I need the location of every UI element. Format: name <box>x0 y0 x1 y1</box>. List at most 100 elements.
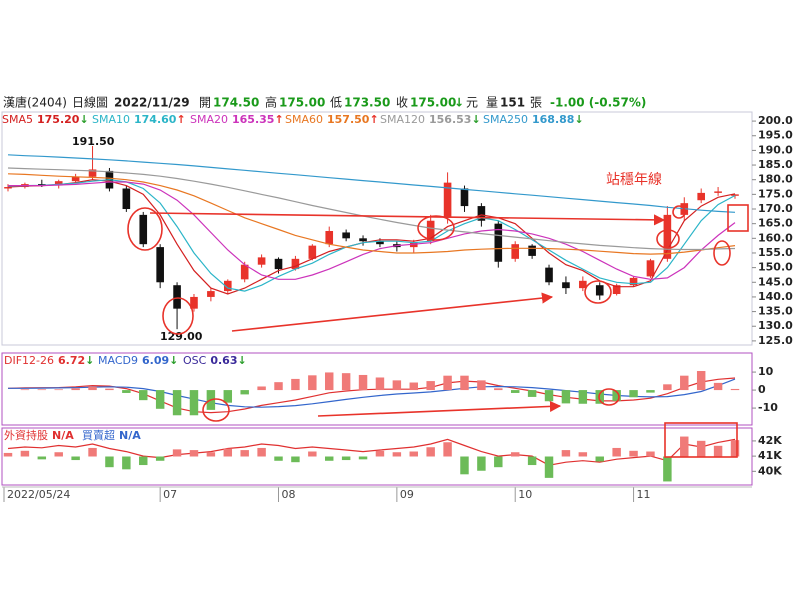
bar <box>460 456 469 475</box>
legend-item: MACD9 6.09↓ <box>98 354 178 367</box>
bar <box>358 456 368 460</box>
y-tick-label: 200.0 <box>758 114 793 127</box>
candle-body <box>156 247 164 283</box>
bar <box>730 388 740 391</box>
legend-arrow: ↑ <box>369 113 378 126</box>
bar <box>443 375 452 391</box>
open-value: 174.50 <box>213 96 259 110</box>
legend-item: DIF12-26 6.72↓ <box>4 354 94 367</box>
candle-body <box>88 169 97 177</box>
arrow <box>317 400 562 417</box>
legend-name: 買賣超 <box>82 428 115 442</box>
circle <box>127 207 163 251</box>
circle <box>584 280 612 304</box>
panel-frame <box>1 111 753 346</box>
low-label: 低 <box>330 96 342 110</box>
bar <box>206 452 216 457</box>
line <box>7 167 736 251</box>
candle-body <box>207 291 215 297</box>
bar <box>578 390 588 404</box>
arrow <box>149 212 666 226</box>
legend-name: SMA250 <box>483 113 528 126</box>
bar <box>37 389 47 391</box>
open-label: 開 <box>199 96 211 110</box>
candle-body <box>409 242 418 248</box>
candle-body <box>257 257 266 265</box>
candle-body <box>629 277 638 286</box>
y-tick-label: 42K <box>758 434 782 447</box>
bar <box>612 447 621 457</box>
y-tick-label: 160.0 <box>758 231 793 244</box>
bar <box>88 386 97 391</box>
legend-name: SMA60 <box>285 113 323 126</box>
close-value: 175.00 <box>410 96 456 110</box>
legend-name: DIF12-26 <box>4 354 54 367</box>
bar <box>426 381 435 391</box>
y-tick-label: 0 <box>758 383 766 396</box>
bar <box>54 389 63 391</box>
bar <box>375 377 385 391</box>
period: 日線圖 <box>72 95 108 110</box>
legend-name: SMA10 <box>92 113 130 126</box>
bar <box>122 456 131 470</box>
box <box>727 204 749 232</box>
candle-body <box>122 188 131 210</box>
bar <box>223 390 233 403</box>
bar <box>646 451 655 457</box>
y-tick-label: 10 <box>758 365 774 378</box>
line <box>7 154 736 213</box>
bar <box>291 378 300 391</box>
candle-body <box>342 232 350 239</box>
bar <box>477 456 486 471</box>
legend-value: 0.63 <box>210 354 237 367</box>
bar <box>189 390 199 416</box>
annotations: 191.50 129.00 站穩年線 <box>72 135 749 458</box>
candle-body <box>731 194 739 196</box>
bar <box>426 447 435 457</box>
legend-item: 買賣超 N/A <box>82 428 141 442</box>
volume-value: 151 <box>500 96 525 110</box>
bar <box>274 456 283 461</box>
panel-frame <box>1 352 753 426</box>
bar <box>713 445 723 457</box>
bar <box>460 375 469 391</box>
y-tick-label: 190.0 <box>758 143 793 156</box>
bar <box>595 456 604 462</box>
bar <box>71 456 80 461</box>
candle-body <box>71 176 80 182</box>
circle <box>202 398 230 422</box>
circle <box>162 297 194 335</box>
line <box>7 438 736 466</box>
header: 漢唐(2404) 日線圖 2022/11/29 開 174.50 高 175.0… <box>3 95 646 110</box>
bar <box>54 452 63 457</box>
bar <box>240 450 249 457</box>
candle-body <box>359 238 367 242</box>
candle-body <box>511 244 520 259</box>
bar <box>392 452 402 457</box>
bar <box>392 380 402 391</box>
y-tick-label: 185.0 <box>758 158 793 171</box>
low-value: 173.50 <box>344 96 390 110</box>
bar <box>494 388 503 391</box>
x-tick-label: 09 <box>400 488 414 501</box>
candle-body <box>291 258 300 270</box>
candle-body <box>443 182 452 218</box>
candle-body <box>54 181 63 186</box>
legend-name: SMA120 <box>380 113 425 126</box>
candle-body <box>139 214 148 245</box>
arrow <box>231 292 554 332</box>
x-tick-label: 10 <box>518 488 532 501</box>
legend-arrow: ↓ <box>85 354 94 367</box>
y-tick-label: 130.0 <box>758 319 793 332</box>
bar <box>696 440 706 457</box>
x-tick-label: 2022/05/24 <box>7 488 70 501</box>
legend-item: SMA250 168.88↓ <box>483 113 584 126</box>
bar <box>561 450 571 457</box>
high-value: 175.00 <box>279 96 325 110</box>
candle-body <box>4 187 12 189</box>
bar <box>240 390 249 395</box>
legend-value: 6.72 <box>58 354 85 367</box>
candle-body <box>562 282 570 289</box>
legend-item: SMA60 157.50↑ <box>285 113 379 126</box>
